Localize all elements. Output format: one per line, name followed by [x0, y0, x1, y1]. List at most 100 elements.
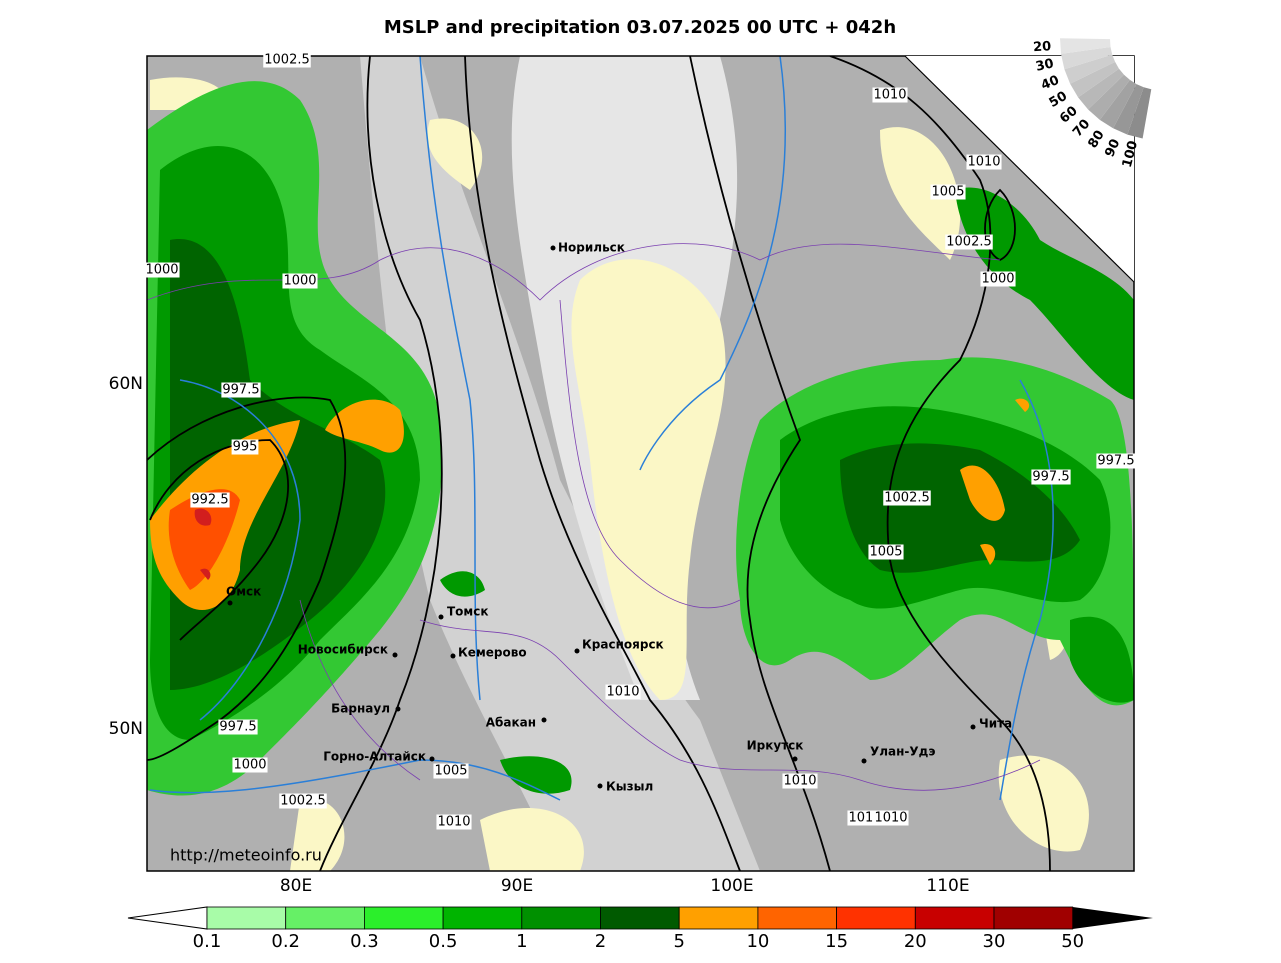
colorbar-segment [363, 906, 444, 930]
cloud-scale-wedge [1113, 84, 1144, 135]
colorbar-label: 0.2 [271, 931, 300, 952]
isobar-label-bg [232, 757, 268, 773]
colorbar-low-end [127, 906, 208, 930]
axis-labels: 80E 90E 100E 110E 60N 50N [109, 374, 970, 896]
colorbar: 0.1 0.2 0.3 0.5 1 2 5 10 15 20 30 50 [127, 906, 1153, 952]
isobar-label-bg [883, 490, 931, 506]
city-dot [792, 756, 798, 762]
city-label: Норильск [558, 241, 625, 255]
isobar-label-bg [966, 154, 1002, 170]
city-label: Кемерово [458, 646, 527, 660]
isobar-label: 1000 [233, 758, 266, 773]
panel-edge [904, 55, 1135, 283]
isobar-label-bg [782, 773, 818, 789]
isobar-labels: 1002.5 1010 1010 1005 1002.5 1000 1000 1000 997.… [144, 52, 1136, 830]
colorbar-segment [678, 906, 759, 930]
cloud-scale-wedge [1064, 54, 1116, 84]
colorbar-high-end [1072, 907, 1153, 929]
isobar-label-bg [231, 439, 259, 455]
isobar-label: 997.5 [219, 720, 256, 735]
cloud-scale-wedge [1078, 68, 1124, 110]
city-label: Улан-Удэ [870, 745, 935, 759]
colorbar-segment [600, 906, 680, 930]
colorbar-segment [993, 906, 1074, 930]
city-label: Иркутск [747, 739, 804, 753]
isobar-label: 1010 [783, 774, 816, 789]
city-dot [550, 245, 556, 251]
isobar-label: 997.5 [1097, 454, 1134, 469]
colorbar-segment [521, 906, 601, 930]
colorbar-segment [914, 906, 995, 930]
isobar-label: 1005 [931, 185, 964, 200]
city-dot [392, 652, 398, 658]
isobar-label: 1002.5 [884, 491, 930, 506]
colorbar-label: 50 [1061, 931, 1084, 952]
city-dot [541, 717, 547, 723]
cities: Норильск Томск Кемерово Новосибирск Краснояр… [226, 241, 1012, 794]
isobar-label: 1010 [437, 815, 470, 830]
cloud-scale-label: 90 [1102, 137, 1123, 160]
longitude-label: 110E [926, 876, 969, 896]
city-dot [970, 724, 976, 730]
colorbar-segment [757, 906, 838, 930]
colorbar-segment [836, 906, 916, 930]
colorbar-segment [285, 906, 365, 930]
isobar-label: 1000 [981, 272, 1014, 287]
isobar-label: 1010 [848, 811, 881, 826]
cloud-scale-wedge [1099, 79, 1137, 129]
isobar-label-bg [282, 273, 318, 289]
isobar-label-bg [980, 271, 1016, 287]
colorbar-label: 0.5 [429, 931, 458, 952]
isobar-label-bg [605, 684, 641, 700]
isobar-label: 1005 [434, 764, 467, 779]
isobar-label: 1000 [145, 263, 178, 278]
title: MSLP and precipitation 03.07.2025 00 UTC… [384, 17, 896, 38]
isobar-label-bg [1031, 469, 1071, 485]
cloud-scale-wedge [1070, 61, 1119, 98]
city-label: Томск [447, 605, 489, 619]
city-dot [450, 653, 456, 659]
city-label: Барнаул [331, 702, 390, 716]
isobar-label: 995 [233, 440, 258, 455]
city-dot [429, 756, 435, 762]
cloud-scale-wedge [1127, 87, 1152, 139]
isobar-label-bg [873, 810, 909, 826]
cloud-scale-wedge [1088, 74, 1130, 120]
city-label: Кызыл [606, 780, 653, 794]
isobar-label-bg [218, 719, 258, 735]
isobar-label-bg [190, 492, 230, 508]
isobar-label-bg [221, 382, 261, 398]
cloud-scale-label: 20 [1033, 39, 1052, 55]
latitude-label: 60N [109, 374, 143, 394]
city-dot [574, 648, 580, 654]
cloud-scale-wedge [1061, 47, 1113, 70]
isobar-label: 1000 [283, 274, 316, 289]
colorbar-label: 0.3 [350, 931, 379, 952]
isobar-label-bg [872, 87, 908, 103]
isobar-label-bg [930, 184, 966, 200]
city-label: Красноярск [582, 638, 664, 652]
isobar-label: 1010 [606, 685, 639, 700]
city-label: Чита [979, 717, 1012, 731]
longitude-label: 90E [501, 876, 533, 896]
cloud-scale-wedge [1060, 38, 1111, 54]
colorbar-label: 5 [673, 931, 684, 952]
colorbar-label: 2 [595, 931, 606, 952]
isobar-label-bg [263, 52, 311, 68]
city-dot [438, 614, 444, 620]
cloud-scale-label: 30 [1034, 56, 1055, 75]
city-label: Новосибирск [298, 643, 388, 657]
isobar-label-bg [144, 262, 180, 278]
cloud-scale-label: 40 [1039, 73, 1061, 94]
isobar-label: 1002.5 [280, 794, 326, 809]
isobar-label-bg [1096, 453, 1136, 469]
colorbar-label: 10 [746, 931, 769, 952]
colorbar-segment [442, 906, 523, 930]
isobar-label-bg [279, 793, 327, 809]
colorbar-label: 15 [825, 931, 848, 952]
source-url: http://meteoinfo.ru [170, 846, 322, 865]
map-field [147, 56, 1134, 871]
isobar-label: 992.5 [191, 493, 228, 508]
